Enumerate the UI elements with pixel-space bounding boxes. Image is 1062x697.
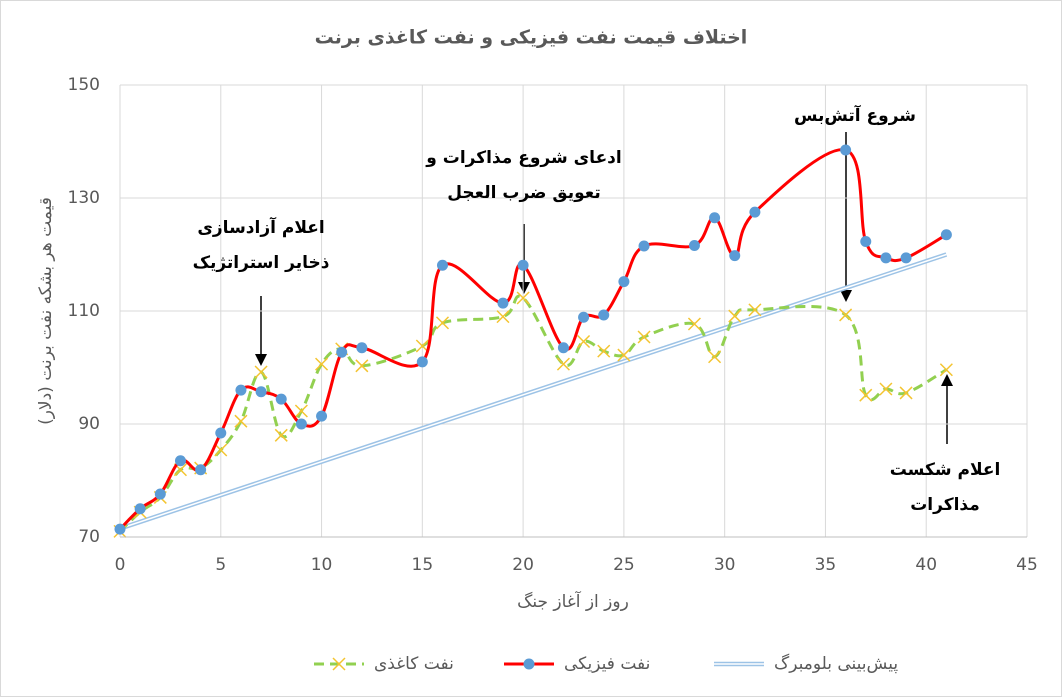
point bbox=[294, 404, 308, 418]
annotation: ذخایر استراتژیک bbox=[193, 253, 330, 273]
point bbox=[749, 206, 761, 218]
point bbox=[728, 309, 742, 323]
x-tick-label: 30 bbox=[714, 555, 736, 575]
point bbox=[708, 350, 722, 364]
legend-label: پیش‌بینی بلومبرگ bbox=[774, 653, 898, 674]
annotation-arrows bbox=[255, 132, 953, 444]
point bbox=[174, 455, 186, 467]
point bbox=[134, 503, 146, 515]
point bbox=[435, 316, 450, 330]
point bbox=[254, 365, 268, 379]
point bbox=[215, 427, 227, 439]
point bbox=[638, 240, 650, 252]
point bbox=[597, 344, 611, 358]
legend-label: نفت فیزیکی bbox=[564, 654, 650, 674]
x-tick-label: 0 bbox=[115, 555, 126, 575]
point bbox=[859, 388, 873, 402]
x-tick-label: 40 bbox=[915, 555, 937, 575]
point bbox=[114, 523, 126, 535]
x-axis-label: روز از آغاز جنگ bbox=[517, 590, 629, 612]
point bbox=[316, 410, 328, 422]
forecast-line-inner bbox=[119, 253, 947, 530]
y-tick-label: 70 bbox=[78, 527, 100, 547]
point bbox=[939, 363, 953, 377]
point bbox=[709, 212, 721, 224]
point bbox=[416, 356, 428, 368]
x-tick-label: 25 bbox=[613, 555, 635, 575]
annotation: اعلام شکست bbox=[890, 460, 1001, 480]
x-tick-label: 45 bbox=[1016, 555, 1038, 575]
point bbox=[880, 252, 892, 264]
point bbox=[578, 311, 590, 323]
point bbox=[900, 252, 912, 264]
point bbox=[556, 357, 570, 371]
point bbox=[497, 297, 509, 309]
legend-item: نفت فیزیکی bbox=[504, 654, 650, 674]
point bbox=[436, 259, 448, 271]
point bbox=[355, 359, 369, 373]
x-tick-label: 10 bbox=[311, 555, 333, 575]
point bbox=[517, 259, 529, 271]
point bbox=[295, 418, 307, 430]
point bbox=[839, 308, 853, 322]
point bbox=[598, 309, 610, 321]
point bbox=[214, 443, 228, 457]
point bbox=[557, 342, 569, 354]
point bbox=[688, 239, 700, 251]
point bbox=[195, 464, 207, 476]
point bbox=[617, 348, 631, 362]
y-tick-label: 150 bbox=[68, 75, 100, 95]
point bbox=[154, 488, 166, 500]
annotation: مذاکرات bbox=[910, 495, 980, 515]
annotation: شروع آتش‌بس bbox=[794, 104, 916, 126]
point bbox=[637, 330, 651, 344]
point bbox=[879, 382, 893, 396]
point bbox=[840, 144, 852, 156]
chart-title: اختلاف قیمت نفت فیزیکی و نفت کاغذی برنت bbox=[315, 27, 748, 49]
legend-marker bbox=[332, 657, 346, 671]
y-tick-label: 130 bbox=[68, 188, 100, 208]
point bbox=[496, 310, 510, 324]
point bbox=[618, 276, 630, 288]
annotation: ادعای شروع مذاکرات و bbox=[425, 148, 621, 168]
legend-label: نفت کاغذی bbox=[374, 654, 454, 674]
y-axis-label: قیمت هر بشکه نفت برنت (دلار) bbox=[36, 197, 56, 425]
point bbox=[336, 346, 348, 358]
point bbox=[255, 386, 267, 398]
point bbox=[729, 250, 741, 262]
y-tick-label: 90 bbox=[78, 414, 100, 434]
point bbox=[577, 334, 591, 349]
legend-item: پیش‌بینی بلومبرگ bbox=[714, 653, 898, 674]
point bbox=[315, 357, 329, 371]
point bbox=[235, 384, 247, 396]
x-tick-label: 20 bbox=[512, 555, 534, 575]
x-tick-label: 5 bbox=[215, 555, 226, 575]
annotation: اعلام آزادسازی bbox=[197, 216, 324, 238]
y-tick-label: 110 bbox=[68, 301, 100, 321]
point bbox=[234, 414, 248, 428]
point bbox=[516, 291, 530, 305]
point bbox=[860, 236, 872, 248]
legend-item: نفت کاغذی bbox=[314, 654, 454, 674]
x-tick-label: 35 bbox=[815, 555, 837, 575]
point bbox=[415, 339, 429, 353]
point bbox=[275, 393, 287, 405]
x-tick-label: 15 bbox=[412, 555, 434, 575]
point bbox=[274, 428, 288, 442]
point bbox=[687, 317, 701, 331]
point bbox=[899, 386, 913, 400]
annotation: تعویق ضرب العجل bbox=[447, 183, 601, 203]
legend-marker bbox=[523, 658, 535, 670]
point bbox=[356, 342, 368, 354]
point bbox=[940, 229, 952, 241]
point bbox=[748, 303, 762, 317]
